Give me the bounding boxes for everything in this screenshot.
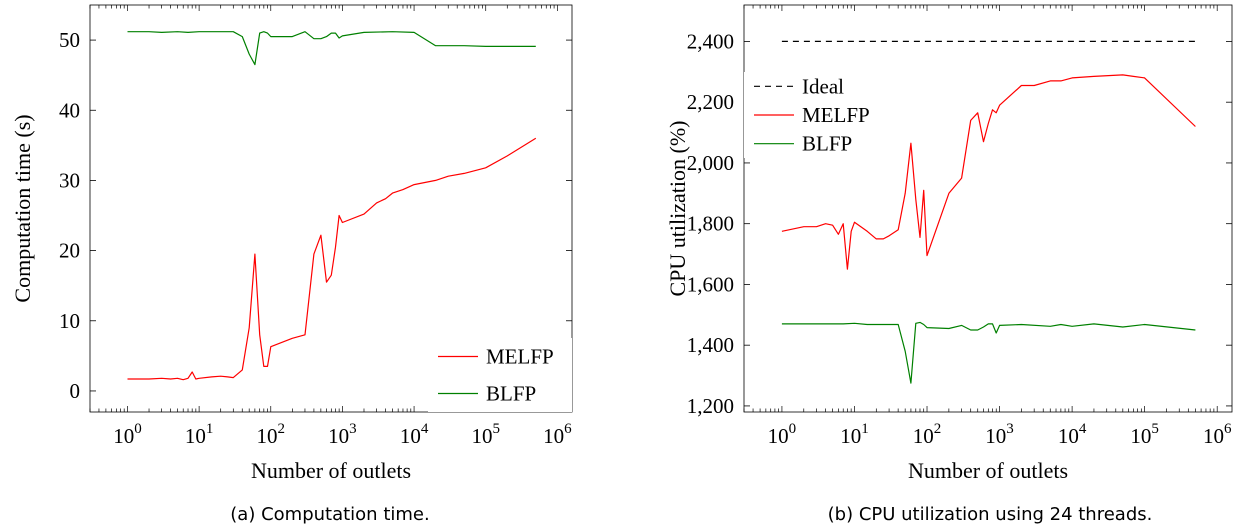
series-line-blfp xyxy=(781,321,1196,384)
y-tick-label: 30 xyxy=(59,168,80,192)
x-tick-label: 106 xyxy=(543,421,572,448)
y-tick-label: 1,400 xyxy=(687,333,734,357)
y-tick-label: 1,200 xyxy=(687,394,734,418)
x-tick-label: 105 xyxy=(1130,421,1159,448)
y-tick-label: 20 xyxy=(59,239,80,263)
x-tick-label: 101 xyxy=(185,421,214,448)
plot-frame xyxy=(743,4,1233,413)
legend-label-blfp: BLFP xyxy=(486,382,536,406)
chart-a: 100 101 102 103 104 105 106 0 10 20 30 40 50 MELFP BLF… xyxy=(10,4,573,525)
legend-label-ideal: Ideal xyxy=(802,74,844,98)
series-line-blfp xyxy=(127,31,536,66)
series-line-melfp xyxy=(781,74,1196,270)
figure-caption: (a) Computation time. xyxy=(230,504,429,525)
x-tick-label: 100 xyxy=(768,421,797,448)
y-tick-label: 1,800 xyxy=(687,212,734,236)
legend-label-blfp: BLFP xyxy=(802,132,852,156)
x-tick-label: 106 xyxy=(1203,421,1232,448)
x-tick-label: 101 xyxy=(840,421,869,448)
figure-caption: (b) CPU utilization using 24 threads. xyxy=(828,504,1153,525)
x-tick-label: 104 xyxy=(1058,421,1087,448)
y-tick-label: 10 xyxy=(59,309,80,333)
y-tick-label: 0 xyxy=(70,379,81,403)
y-axis-label: CPU utilization (%) xyxy=(665,121,690,297)
y-tick-label: 2,000 xyxy=(687,151,734,175)
chart-b: 100 101 102 103 104 105 106 1,200 1,400 1,600 1,80… xyxy=(665,4,1233,525)
y-tick-label: 2,200 xyxy=(687,90,734,114)
x-tick-label: 102 xyxy=(913,421,942,448)
y-tick-label: 50 xyxy=(59,28,80,52)
x-tick-label: 104 xyxy=(400,421,429,448)
series-line-melfp xyxy=(127,137,537,381)
y-axis-label: Computation time (s) xyxy=(10,114,35,302)
legend-label-melfp: MELFP xyxy=(802,103,870,127)
x-tick-label: 105 xyxy=(471,421,500,448)
y-tick-label: 2,400 xyxy=(687,29,734,53)
x-axis-label: Number of outlets xyxy=(908,458,1068,483)
x-axis-label: Number of outlets xyxy=(251,458,411,483)
legend-box xyxy=(428,338,572,412)
x-tick-label: 103 xyxy=(985,421,1014,448)
x-tick-label: 103 xyxy=(328,421,357,448)
y-tick-label: 1,600 xyxy=(687,272,734,296)
legend-label-melfp: MELFP xyxy=(486,345,554,369)
y-tick-label: 40 xyxy=(59,98,80,122)
x-tick-label: 100 xyxy=(113,421,142,448)
x-tick-label: 102 xyxy=(257,421,286,448)
